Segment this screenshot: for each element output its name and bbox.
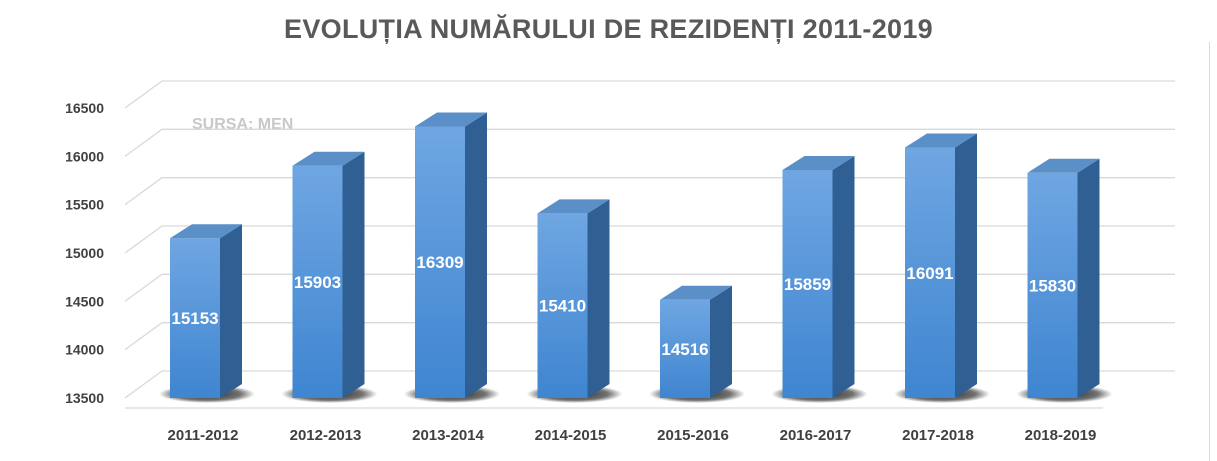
bar-side [1077,158,1100,398]
bar [170,224,242,398]
bar-front [1027,172,1078,398]
gridline-diagonal [124,177,163,206]
y-tick-label: 15500 [65,197,104,213]
y-tick-label: 16500 [65,100,104,116]
bar-side [955,133,977,398]
bar-front [782,169,833,398]
bar-top [415,112,487,127]
gridline-diagonal [124,370,163,399]
bar-top [292,151,365,166]
bar-side [587,199,610,398]
x-tick-label: 2016-2017 [780,427,852,444]
data-label: 15903 [294,273,341,292]
x-tick-label: 2014-2015 [535,427,607,444]
bar-side [220,224,242,398]
bar-front [292,165,343,398]
x-tick-label: 2015-2016 [657,427,729,444]
data-label: 15410 [539,297,586,316]
bar-top [537,199,610,214]
bar [537,199,610,398]
gridline-diagonal [124,225,163,254]
bar-side [710,285,732,398]
bar-front [905,147,955,398]
gridline-diagonal [124,128,163,157]
y-tick-label: 13500 [65,390,104,406]
bar [415,112,487,399]
x-tick-label: 2017-2018 [902,427,974,444]
bar [292,151,365,398]
bar-front [170,238,220,398]
data-label: 16091 [906,264,953,283]
bar-top [660,285,732,300]
data-label: 15153 [171,309,218,328]
x-tick-label: 2013-2014 [412,427,484,444]
y-tick-label: 16000 [65,148,104,164]
bar [782,155,855,398]
y-tick-label: 15000 [65,245,104,261]
bar [1027,158,1100,398]
data-label: 15830 [1029,276,1076,295]
bar-front [660,299,710,398]
bar-side [832,155,855,398]
bar-top [905,133,977,148]
gridline-diagonal [124,322,163,351]
gridline-diagonal [124,273,163,302]
bar-side [465,112,487,399]
bar-side [342,151,365,398]
bar-top [1027,158,1100,173]
y-tick-label: 14000 [65,342,104,358]
x-tick-label: 2018-2019 [1025,427,1097,444]
data-labels: 15153 15903 16309 15410 14516 15859 16091 15830 [171,253,1076,359]
chart-title: EVOLUȚIA NUMĂRULUI DE REZIDENȚI 2011-201… [284,14,933,44]
x-tick-label: 2011-2012 [168,427,239,444]
bar-front [537,213,588,398]
y-tick-label: 14500 [65,293,104,309]
x-tick-label: 2012-2013 [290,427,362,444]
bars [170,112,1100,399]
y-axis-ticks: 13500 14000 14500 15000 15500 16000 16500 [65,100,104,406]
bar [905,133,977,398]
data-label: 15859 [784,275,831,294]
bar-front [415,126,465,399]
gridlines [124,80,1175,409]
bar-top [782,155,855,170]
bar [660,285,732,398]
data-label: 14516 [661,340,708,359]
bar-top [170,224,242,239]
gridline-diagonal [124,80,163,109]
x-axis-labels: 2011-2012 2012-2013 2013-2014 2014-2015 2015… [168,427,1097,444]
chart-border-line [1209,42,1210,461]
data-label: 16309 [416,253,463,272]
